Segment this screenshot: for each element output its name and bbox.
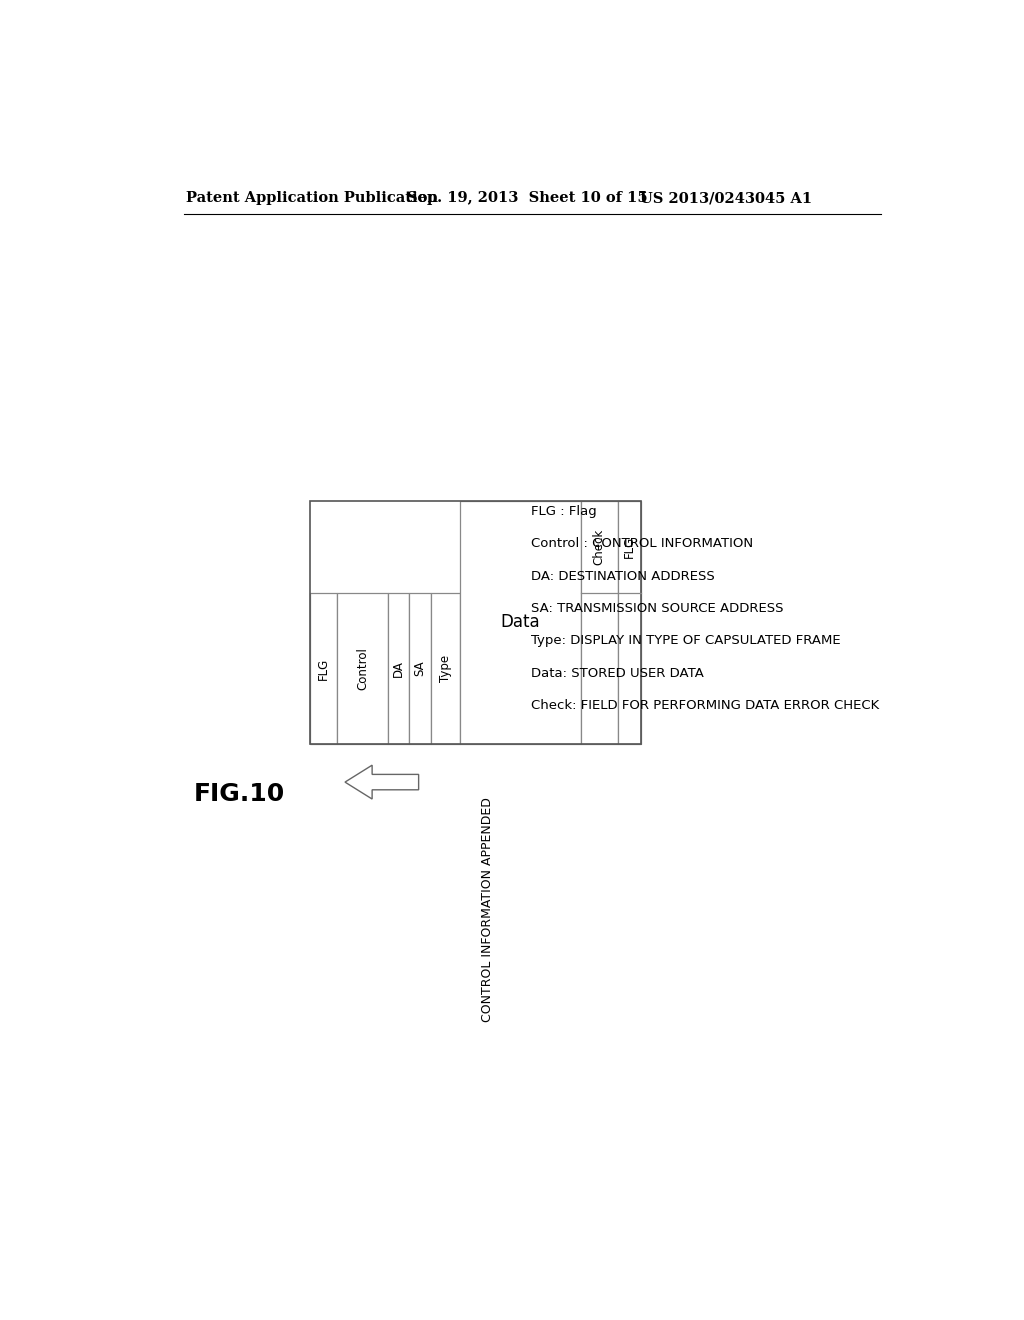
Text: SA: SA bbox=[414, 661, 427, 676]
Bar bbox=[310, 594, 337, 743]
Text: Type: Type bbox=[439, 655, 453, 682]
Text: Control : CONTROL INFORMATION: Control : CONTROL INFORMATION bbox=[531, 537, 753, 550]
Text: DA: DA bbox=[392, 660, 404, 677]
Text: DA: DESTINATION ADDRESS: DA: DESTINATION ADDRESS bbox=[531, 570, 715, 582]
Text: FLG : Flag: FLG : Flag bbox=[531, 506, 597, 517]
Bar bbox=[410, 594, 431, 743]
Bar bbox=[337, 594, 388, 743]
Text: FLG: FLG bbox=[623, 536, 636, 558]
Text: Sep. 19, 2013  Sheet 10 of 15: Sep. 19, 2013 Sheet 10 of 15 bbox=[407, 191, 647, 206]
Text: CONTROL INFORMATION APPENDED: CONTROL INFORMATION APPENDED bbox=[480, 797, 494, 1023]
Text: Control: Control bbox=[356, 647, 369, 690]
Bar bbox=[431, 594, 461, 743]
Bar bbox=[581, 502, 617, 743]
Text: Check: Check bbox=[593, 529, 606, 565]
Text: Data: STORED USER DATA: Data: STORED USER DATA bbox=[531, 667, 703, 680]
Bar bbox=[617, 502, 641, 743]
Text: SA: TRANSMISSION SOURCE ADDRESS: SA: TRANSMISSION SOURCE ADDRESS bbox=[531, 602, 783, 615]
Text: US 2013/0243045 A1: US 2013/0243045 A1 bbox=[640, 191, 812, 206]
Text: Check: FIELD FOR PERFORMING DATA ERROR CHECK: Check: FIELD FOR PERFORMING DATA ERROR C… bbox=[531, 700, 880, 711]
Text: Patent Application Publication: Patent Application Publication bbox=[186, 191, 438, 206]
Text: FLG: FLG bbox=[317, 657, 330, 680]
Text: Type: DISPLAY IN TYPE OF CAPSULATED FRAME: Type: DISPLAY IN TYPE OF CAPSULATED FRAM… bbox=[531, 635, 841, 647]
Polygon shape bbox=[345, 766, 419, 799]
Bar bbox=[388, 594, 410, 743]
Text: Data: Data bbox=[501, 614, 541, 631]
Text: FIG.10: FIG.10 bbox=[194, 781, 285, 807]
Bar bbox=[461, 502, 581, 743]
Bar bbox=[310, 502, 641, 743]
